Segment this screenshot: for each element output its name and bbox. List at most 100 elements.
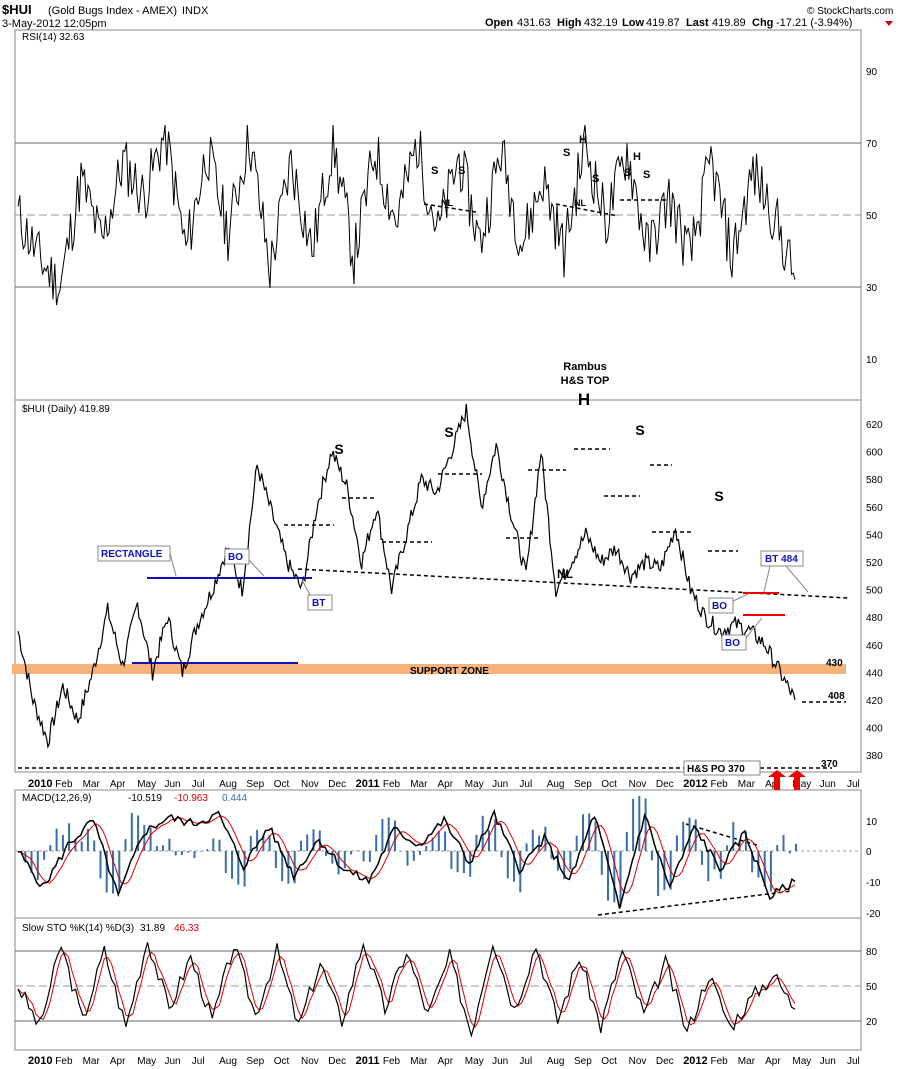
open-label: Open [485, 17, 513, 29]
rectangle-pointer [169, 552, 177, 577]
sto-y-axis: 80 50 20 [866, 947, 878, 1028]
rsi-tick-30: 30 [866, 283, 878, 294]
macd-hist-bar [513, 851, 515, 882]
macd-hist-bar [206, 849, 208, 851]
macd-hist-bar [625, 831, 628, 851]
macd-hist-bar [130, 813, 133, 851]
x-label-price-xaxis-18: Jul [519, 779, 532, 790]
macd-hist-bar [306, 834, 309, 851]
macd-hist-bar [600, 851, 603, 875]
bt-callout [307, 594, 333, 611]
macd-hist-bar [444, 831, 447, 851]
rsi-head-2: H [633, 151, 641, 163]
macd-hist-bar [325, 851, 327, 856]
open-value: 431.63 [517, 17, 551, 29]
rectangle-callout-label: RECTANGLE [101, 549, 163, 560]
macd-hist-bar [218, 839, 221, 851]
rsi-tick-10: 10 [866, 355, 878, 366]
macd-panel [14, 789, 862, 919]
macd-hist-bar [782, 835, 785, 851]
ohlc-readout: Open 431.63 High 432.19 Low 419.87 Last … [485, 17, 893, 29]
macd-line [17, 808, 796, 909]
shoulder-label-2: S [444, 424, 453, 440]
price-tick-600: 600 [866, 448, 883, 459]
down-triangle-icon [885, 21, 893, 26]
macd-hist-bar [356, 850, 359, 851]
x-label-price-xaxis-26: Mar [738, 779, 756, 790]
macd-hist-bar [237, 851, 240, 885]
macd-hist-bar [99, 851, 102, 879]
x-label-price-xaxis-4: May [137, 779, 156, 790]
macd-signal-value: -10.963 [174, 793, 208, 804]
macd-hist-bar [174, 851, 177, 856]
sto-title: Slow STO %K(14) %D(3) [22, 923, 134, 934]
x-label-price-xaxis-11: Dec [328, 779, 346, 790]
macd-hist-bar [312, 829, 315, 851]
bo-callout-1-label: BO [228, 552, 243, 563]
exchange-label: INDX [182, 5, 209, 17]
x-label-sto-xaxis-23: Dec [656, 1056, 674, 1067]
x-label-price-xaxis-2: Mar [83, 779, 101, 790]
macd-hist-bar [337, 851, 340, 875]
macd-hist-bar [155, 845, 158, 851]
macd-hist-bar [262, 834, 265, 851]
macd-tick-minus20: -20 [866, 909, 881, 920]
price-title: $HUI (Daily) 419.89 [22, 404, 110, 415]
macd-hist-bar [249, 835, 252, 851]
x-label-sto-xaxis-2: Mar [83, 1056, 101, 1067]
macd-hist-bar [563, 851, 566, 880]
x-label-sto-xaxis-22: Nov [629, 1056, 647, 1067]
macd-hist-bar [149, 827, 152, 851]
macd-hist-bar [80, 841, 83, 851]
macd-hist-bar [425, 846, 428, 851]
macd-hist-bar [231, 851, 233, 879]
macd-hist-bar [569, 851, 572, 870]
head-label: H [578, 390, 590, 409]
chart-date: 3-May-2012 12:05pm [2, 18, 107, 30]
macd-hist-bar [607, 851, 609, 901]
shoulder-label-3: S [635, 422, 644, 438]
x-label-sto-xaxis-17: Jun [492, 1056, 508, 1067]
rsi-head-1: H [579, 134, 587, 146]
po-callout-label: H&S PO 370 [687, 764, 745, 775]
price-tick-440: 440 [866, 668, 883, 679]
symbol-title: $HUI [2, 2, 32, 17]
macd-hist-bar [406, 851, 409, 866]
rsi-shoulder-5: S [624, 167, 631, 179]
sto-panel [14, 917, 862, 1051]
macd-hist-bar [701, 851, 703, 865]
rsi-neckline-2: NL [574, 198, 586, 208]
macd-hist-bar [137, 815, 140, 851]
macd-hist-bar [212, 838, 215, 851]
x-label-price-xaxis-13: Feb [383, 779, 401, 790]
sto-tick-80: 80 [866, 947, 878, 958]
macd-hist-bar [738, 841, 741, 851]
x-label-price-xaxis-3: Apr [110, 779, 126, 790]
x-label-price-xaxis-0: 2010 [28, 778, 52, 790]
macd-hist-bar [732, 822, 735, 851]
x-label-sto-xaxis-14: Mar [410, 1056, 428, 1067]
macd-hist-bar [776, 845, 779, 851]
macd-hist-bar [368, 851, 371, 862]
sto-d-value: 46.33 [174, 923, 199, 934]
macd-hist-bar [30, 851, 33, 873]
rsi-shoulder-4: S [592, 173, 599, 185]
macd-tick-10: 10 [866, 817, 878, 828]
rsi-title: RSI(14) 32.63 [22, 32, 85, 43]
x-label-price-xaxis-8: Sep [246, 779, 264, 790]
macd-hist-bar [224, 851, 227, 874]
macd-hist-bar [719, 851, 722, 879]
macd-hist-bar [112, 851, 114, 894]
x-label-sto-xaxis-1: Feb [55, 1056, 73, 1067]
macd-hist-bar [588, 813, 591, 851]
macd-hist-bar [162, 845, 165, 851]
macd-hist-bar [531, 829, 534, 851]
x-label-sto-xaxis-15: Apr [438, 1056, 454, 1067]
x-label-price-xaxis-22: Nov [629, 779, 647, 790]
macd-hist-bar [500, 851, 503, 858]
rsi-annotations: S NL S S H S NL S H S [431, 134, 650, 208]
hs-dashes [284, 448, 738, 552]
price-y-axis: 620 600 580 560 540 520 500 480 460 440 420 400 380 [866, 420, 883, 762]
bo-callout-3 [721, 634, 747, 651]
level-408-label: 408 [828, 691, 845, 702]
